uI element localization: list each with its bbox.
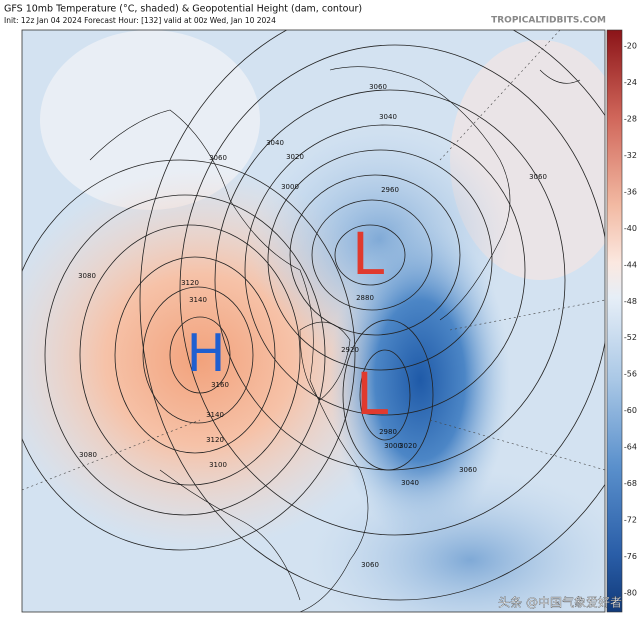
contour-label: 3080 xyxy=(78,272,96,280)
contour-label: 2920 xyxy=(341,346,359,354)
colorbar-tick-label: -56 xyxy=(624,370,637,379)
low-marker: L xyxy=(352,220,384,288)
contour-label: 3060 xyxy=(361,561,379,569)
low-marker: L xyxy=(356,360,388,428)
contour-label: 3060 xyxy=(209,154,227,162)
colorbar xyxy=(606,29,623,613)
colorbar-ticks: -20 -24 -28 -32 -36 -40 -44 -48 -52 -56 -60 -64 -68 -… xyxy=(624,42,637,598)
contour-label: 3040 xyxy=(266,139,284,147)
colorbar-tick-label: -36 xyxy=(624,187,637,196)
contour-labels: 3080 3120 3140 3160 3140 3120 3100 3080 … xyxy=(78,83,547,569)
contour-label: 3000 xyxy=(384,442,402,450)
contour-label: 3060 xyxy=(369,83,387,91)
contour-label: 2960 xyxy=(381,186,399,194)
contour-label: 3120 xyxy=(181,279,199,287)
colorbar-tick-label: -24 xyxy=(624,78,637,87)
colorbar-tick-label: -52 xyxy=(624,333,637,342)
colorbar-tick-label: -40 xyxy=(624,224,637,233)
contour-label: 3120 xyxy=(206,436,224,444)
colorbar-tick-label: -68 xyxy=(624,479,637,488)
colorbar-tick-label: -76 xyxy=(624,552,637,561)
colorbar-tick-label: -60 xyxy=(624,406,637,415)
subtitle: Init: 12z Jan 04 2024 Forecast Hour: [13… xyxy=(4,16,276,25)
title: GFS 10mb Temperature (°C, shaded) & Geop… xyxy=(4,4,362,15)
contour-label: 3100 xyxy=(209,461,227,469)
contour-label: 3020 xyxy=(399,442,417,450)
map-frame xyxy=(21,29,606,613)
colorbar-tick-label: -72 xyxy=(624,516,637,525)
colorbar-tick-label: -64 xyxy=(624,443,637,452)
colorbar-tick-label: -48 xyxy=(624,297,637,306)
watermark: 头条 @中国气象爱好者 xyxy=(498,595,622,610)
colorbar-tick-label: -28 xyxy=(624,114,637,123)
contour-label: 3040 xyxy=(401,479,419,487)
colorbar-tick-label: -32 xyxy=(624,151,637,160)
contour-label: 2980 xyxy=(379,428,397,436)
colorbar-tick-label: -44 xyxy=(624,260,637,269)
contour-label: 3020 xyxy=(286,153,304,161)
contour-label: 3080 xyxy=(79,451,97,459)
contour-label: 3000 xyxy=(281,183,299,191)
contour-label: 3040 xyxy=(379,113,397,121)
contour-label: 3140 xyxy=(206,411,224,419)
contour-label: 2880 xyxy=(356,294,374,302)
contour-label: 3160 xyxy=(211,381,229,389)
colorbar-tick-label: -80 xyxy=(624,589,637,598)
colorbar-tick-label: -20 xyxy=(624,42,637,51)
contour-label: 3140 xyxy=(189,296,207,304)
site-name: TROPICALTIDBITS.COM xyxy=(491,16,606,26)
contour-label: 3060 xyxy=(459,466,477,474)
contour-label: 3060 xyxy=(529,173,547,181)
high-marker: H xyxy=(186,324,225,384)
